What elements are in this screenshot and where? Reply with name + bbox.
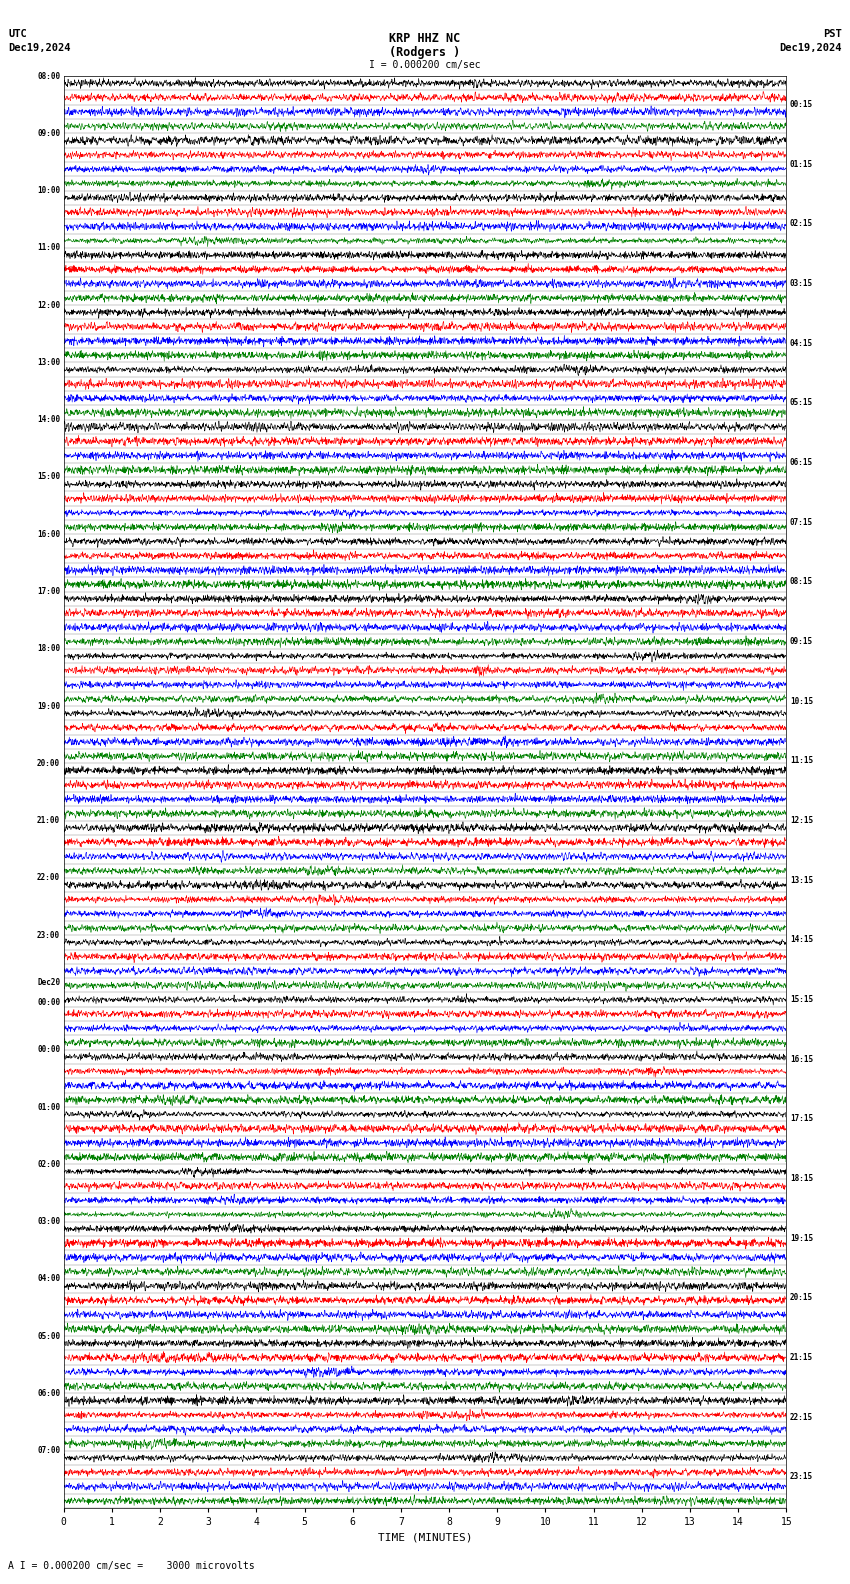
Text: 17:00: 17:00 [37,588,60,596]
Text: 01:00: 01:00 [37,1102,60,1112]
Text: 07:00: 07:00 [37,1446,60,1456]
Text: 14:00: 14:00 [37,415,60,425]
Text: 01:15: 01:15 [790,160,813,169]
Text: (Rodgers ): (Rodgers ) [389,46,461,59]
Text: 13:15: 13:15 [790,876,813,885]
Text: 00:00: 00:00 [37,1045,60,1055]
X-axis label: TIME (MINUTES): TIME (MINUTES) [377,1533,473,1543]
Text: 14:15: 14:15 [790,936,813,944]
Text: 10:15: 10:15 [790,697,813,706]
Text: 19:15: 19:15 [790,1234,813,1243]
Text: 11:00: 11:00 [37,244,60,252]
Text: 18:15: 18:15 [790,1174,813,1183]
Text: 07:15: 07:15 [790,518,813,527]
Text: 03:15: 03:15 [790,279,813,288]
Text: 16:00: 16:00 [37,529,60,539]
Text: 02:00: 02:00 [37,1159,60,1169]
Text: 00:15: 00:15 [790,100,813,109]
Text: 23:15: 23:15 [790,1473,813,1481]
Text: Dec19,2024: Dec19,2024 [779,43,842,52]
Text: 11:15: 11:15 [790,757,813,765]
Text: 15:15: 15:15 [790,995,813,1004]
Text: 00:00: 00:00 [37,998,60,1007]
Text: 12:15: 12:15 [790,816,813,825]
Text: 18:00: 18:00 [37,645,60,653]
Text: UTC: UTC [8,29,27,38]
Text: Dec20: Dec20 [37,977,60,987]
Text: I = 0.000200 cm/sec: I = 0.000200 cm/sec [369,60,481,70]
Text: 10:00: 10:00 [37,185,60,195]
Text: 09:15: 09:15 [790,637,813,646]
Text: 08:15: 08:15 [790,578,813,586]
Text: 04:00: 04:00 [37,1275,60,1283]
Text: 02:15: 02:15 [790,220,813,228]
Text: 06:15: 06:15 [790,458,813,467]
Text: 04:15: 04:15 [790,339,813,348]
Text: 22:15: 22:15 [790,1413,813,1422]
Text: 15:00: 15:00 [37,472,60,482]
Text: 17:15: 17:15 [790,1115,813,1123]
Text: KRP HHZ NC: KRP HHZ NC [389,32,461,44]
Text: 21:00: 21:00 [37,816,60,825]
Text: 20:15: 20:15 [790,1294,813,1302]
Text: 03:00: 03:00 [37,1217,60,1226]
Text: 21:15: 21:15 [790,1353,813,1362]
Text: 22:00: 22:00 [37,873,60,882]
Text: 09:00: 09:00 [37,128,60,138]
Text: 23:00: 23:00 [37,931,60,939]
Text: PST: PST [823,29,842,38]
Text: A I = 0.000200 cm/sec =    3000 microvolts: A I = 0.000200 cm/sec = 3000 microvolts [8,1562,255,1571]
Text: 05:15: 05:15 [790,399,813,407]
Text: 12:00: 12:00 [37,301,60,309]
Text: 13:00: 13:00 [37,358,60,367]
Text: 08:00: 08:00 [37,71,60,81]
Text: Dec19,2024: Dec19,2024 [8,43,71,52]
Text: 06:00: 06:00 [37,1389,60,1399]
Text: 20:00: 20:00 [37,759,60,768]
Text: 19:00: 19:00 [37,702,60,711]
Text: 05:00: 05:00 [37,1332,60,1340]
Text: 16:15: 16:15 [790,1055,813,1064]
